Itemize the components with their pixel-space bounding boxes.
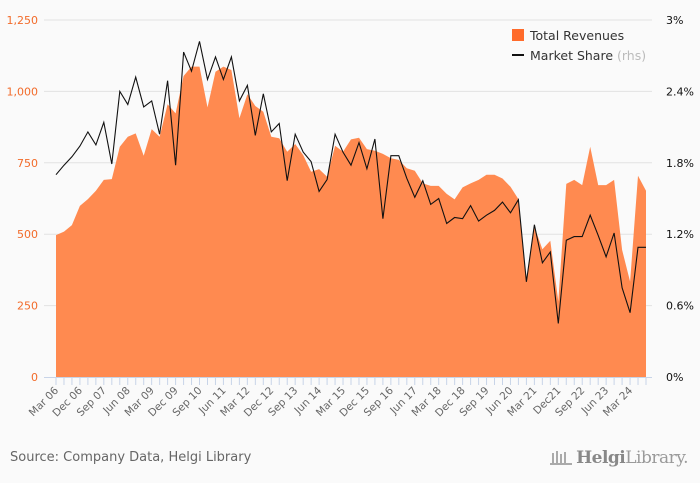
logo-text-rest: Library. (625, 448, 688, 468)
right-axis-tick-label: 0% (666, 371, 683, 384)
left-axis-tick-label: 250 (17, 300, 38, 313)
left-axis-tick-label: 750 (17, 157, 38, 170)
legend-share-text: Market Share (530, 48, 613, 63)
revenue-area (56, 66, 646, 377)
right-axis-tick-label: 2.4% (666, 85, 694, 98)
market-share-line-layer (55, 41, 646, 324)
right-axis-tick-label: 3% (666, 14, 683, 27)
legend-rhs-suffix: (rhs) (617, 48, 646, 63)
left-axis-tick-label: 1,250 (7, 14, 39, 27)
legend[interactable]: Total Revenues Market Share (rhs) (512, 28, 646, 63)
right-axis-tick-label: 1.2% (666, 228, 694, 241)
library-logo-icon (550, 451, 573, 465)
revenue-area-layer (56, 66, 646, 377)
legend-label-market-share[interactable]: Market Share (rhs) (530, 48, 646, 63)
right-axis-tick-label: 0.6% (666, 300, 694, 313)
legend-label-revenues[interactable]: Total Revenues (529, 28, 624, 43)
left-axis-tick-label: 0 (31, 371, 38, 384)
source-note: Source: Company Data, Helgi Library (10, 450, 252, 465)
revenue-market-share-chart: 0 0% 250 0.6% 500 1.2% 750 1.8% 1,000 2.4% 1,250 3%… (7, 14, 694, 419)
left-axis-tick-label: 1,000 (7, 85, 39, 98)
helgi-library-logo[interactable]: HelgiLibrary. (550, 448, 688, 468)
logo-text-bold: Helgi (576, 448, 626, 468)
left-axis-tick-label: 500 (17, 228, 38, 241)
market-share-line (55, 41, 646, 324)
legend-swatch-revenues (512, 29, 524, 41)
right-axis-tick-label: 1.8% (666, 157, 694, 170)
